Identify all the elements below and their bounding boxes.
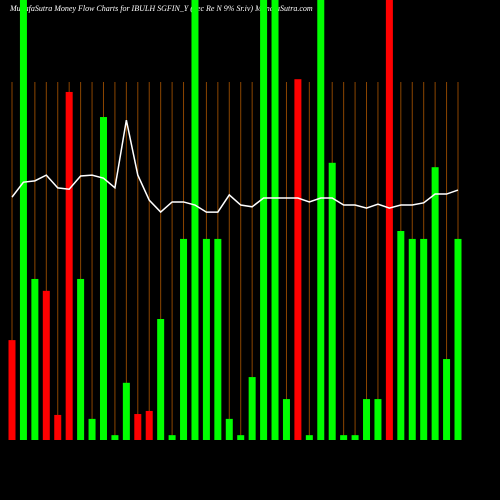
- bar: [42, 290, 50, 440]
- chart-title: MunafaSutra Money Flow Charts for IBULH …: [9, 4, 313, 13]
- bar: [134, 414, 142, 440]
- bar: [420, 238, 428, 440]
- bar: [77, 278, 85, 440]
- bar: [454, 238, 462, 440]
- bar: [317, 0, 325, 440]
- bar: [363, 399, 371, 440]
- bar: [271, 0, 279, 440]
- bar: [385, 0, 393, 440]
- bar: [294, 79, 302, 440]
- bar: [305, 435, 313, 440]
- bar: [340, 435, 348, 440]
- bar: [19, 0, 27, 440]
- bar: [408, 238, 416, 440]
- bar: [8, 340, 16, 440]
- bar: [122, 382, 130, 440]
- bar: [431, 167, 439, 440]
- bar: [31, 278, 39, 440]
- bar: [88, 418, 96, 440]
- bar: [168, 435, 176, 440]
- bar: [397, 231, 405, 440]
- bar: [443, 359, 451, 440]
- bar: [282, 399, 290, 440]
- bar: [99, 117, 107, 440]
- bar: [351, 435, 359, 440]
- bar: [191, 0, 199, 440]
- line: [11, 119, 459, 214]
- bar: [374, 399, 382, 440]
- bar: [111, 435, 119, 440]
- bar: [157, 319, 165, 440]
- bar: [145, 410, 153, 440]
- bar: [180, 238, 188, 440]
- bar: [237, 435, 245, 440]
- bar: [225, 418, 233, 440]
- bar: [260, 0, 268, 440]
- bar: [248, 377, 256, 440]
- bar: [65, 91, 73, 441]
- bar: [54, 414, 62, 440]
- bar: [328, 162, 336, 441]
- bar: [214, 238, 222, 440]
- bar: [202, 238, 210, 440]
